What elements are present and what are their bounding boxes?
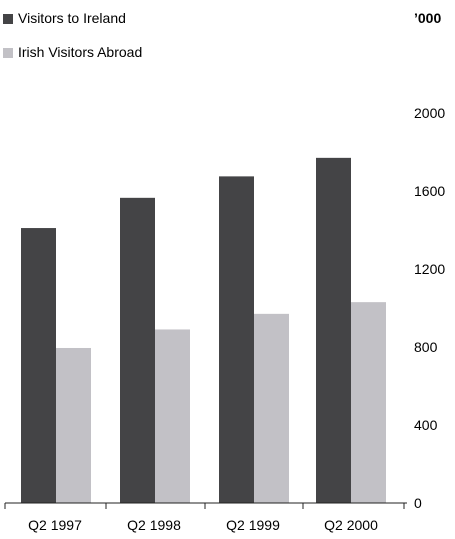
- x-tick-label-q2-1998: Q2 1998: [127, 517, 181, 533]
- bar-irish-visitors-abroad-q2-2000: [351, 302, 386, 503]
- y-tick-label-1600: 1600: [414, 183, 445, 199]
- legend-label-irish-visitors-abroad: Irish Visitors Abroad: [18, 44, 142, 60]
- x-tick-label-q2-2000: Q2 2000: [324, 517, 378, 533]
- y-tick-label-2000: 2000: [414, 105, 445, 121]
- bar-irish-visitors-abroad-q2-1999: [254, 313, 289, 503]
- x-tick-label-q2-1997: Q2 1997: [28, 517, 82, 533]
- bar-visitors-to-ireland-q2-1999: [219, 176, 254, 503]
- legend-item-irish-visitors-abroad: Irish Visitors Abroad: [3, 44, 142, 60]
- bar-irish-visitors-abroad-q2-1997: [56, 347, 91, 503]
- y-axis-unit-label: ’000: [414, 10, 441, 26]
- bar-visitors-to-ireland-q2-2000: [316, 157, 351, 503]
- y-tick-label-400: 400: [414, 417, 438, 433]
- y-tick-label-800: 800: [414, 339, 438, 355]
- legend: Visitors to Ireland Irish Visitors Abroa…: [3, 10, 142, 60]
- x-axis-labels: Q2 1997 Q2 1998 Q2 1999 Q2 2000: [28, 517, 378, 533]
- x-tick-label-q2-1999: Q2 1999: [226, 517, 280, 533]
- bar-visitors-to-ireland-q2-1997: [21, 228, 56, 504]
- legend-swatch-visitors-to-ireland: [3, 14, 13, 24]
- x-axis-tick-marks: [4, 503, 405, 509]
- legend-label-visitors-to-ireland: Visitors to Ireland: [18, 10, 126, 26]
- bar-irish-visitors-abroad-q2-1998: [155, 329, 190, 503]
- legend-item-visitors-to-ireland: Visitors to Ireland: [3, 10, 126, 26]
- y-axis-labels: 0 400 800 1200 1600 2000: [414, 105, 445, 511]
- legend-swatch-irish-visitors-abroad: [3, 48, 13, 58]
- y-tick-label-0: 0: [414, 495, 422, 511]
- y-tick-label-1200: 1200: [414, 261, 445, 277]
- bars-layer: [21, 157, 386, 504]
- bar-visitors-to-ireland-q2-1998: [120, 197, 155, 503]
